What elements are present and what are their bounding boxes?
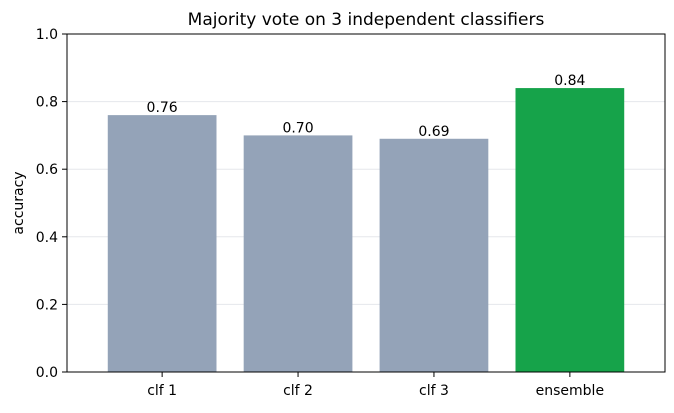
bar-clf-1: [107, 115, 217, 373]
y-tick-label: 1.0: [36, 27, 58, 43]
data-label: 0.84: [554, 73, 585, 89]
plot-frame: [66, 33, 666, 373]
x-axis-ticks: clf 1 clf 2 clf 3 ensemble: [147, 372, 604, 399]
data-label: 0.76: [147, 100, 178, 116]
bar-clf-2: [243, 135, 353, 372]
data-label: 0.69: [418, 124, 449, 140]
bars: [107, 88, 625, 373]
y-tick-label: 0.6: [36, 162, 58, 178]
bar-ensemble: [515, 88, 625, 372]
y-tick-label: 0.4: [36, 230, 58, 246]
x-tick-label: clf 3: [419, 383, 449, 399]
data-labels: 0.76 0.70 0.69 0.84: [147, 73, 586, 140]
y-axis-label: accuracy: [11, 171, 27, 234]
x-tick-label: clf 2: [283, 383, 313, 399]
chart-title: Majority vote on 3 independent classifie…: [188, 10, 545, 30]
bar-clf-3: [379, 138, 489, 372]
y-tick-label: 0.2: [36, 297, 58, 313]
y-tick-label: 0.8: [36, 95, 58, 111]
data-label: 0.70: [282, 120, 313, 136]
y-tick-label: 0.0: [36, 365, 58, 381]
x-tick-label: ensemble: [536, 383, 604, 399]
y-axis-ticks: 0.0 0.2 0.4 0.6 0.8 1.0: [36, 27, 67, 381]
x-tick-label: clf 1: [147, 383, 177, 399]
